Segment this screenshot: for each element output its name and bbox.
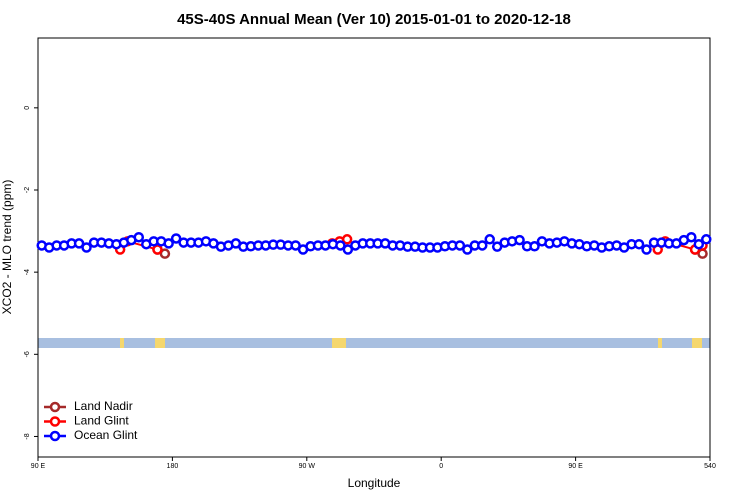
data-point <box>290 240 301 251</box>
x-tick-label: 90 W <box>299 463 316 470</box>
legend-label: Land Nadir <box>74 399 133 413</box>
x-tick-label: 90 E <box>31 463 46 470</box>
data-point <box>484 234 495 245</box>
data-point <box>491 241 503 252</box>
data-point <box>170 233 182 244</box>
data-point <box>529 241 540 252</box>
data-point <box>73 238 85 249</box>
data-point <box>159 248 171 259</box>
data-point <box>152 244 163 255</box>
x-axis-label: Longitude <box>348 476 401 490</box>
data-point <box>81 242 92 253</box>
data-point <box>477 240 488 251</box>
legend-label: Ocean Glint <box>74 428 138 442</box>
x-tick-label: 90 E <box>568 463 583 470</box>
legend-marker <box>49 416 61 427</box>
data-point <box>163 238 174 249</box>
data-point <box>335 240 346 251</box>
y-tick-label: -2 <box>24 187 31 193</box>
y-tick-label: -6 <box>24 351 31 357</box>
legend-marker <box>49 430 61 442</box>
data-point <box>341 234 353 245</box>
data-point <box>133 231 145 243</box>
data-point <box>641 244 652 255</box>
data-point <box>686 231 697 243</box>
data-point <box>462 244 473 255</box>
legend-marker <box>49 401 61 413</box>
data-point <box>454 240 466 251</box>
x-tick-label: 0 <box>439 463 443 470</box>
data-point <box>514 234 525 246</box>
data-point <box>693 238 705 250</box>
y-tick-label: -4 <box>24 269 31 275</box>
y-tick-label: -8 <box>24 433 31 439</box>
x-tick-label: 180 <box>167 463 179 470</box>
y-tick-label: 0 <box>24 106 31 110</box>
legend-label: Land Glint <box>74 414 129 428</box>
data-point <box>633 238 645 250</box>
data-point <box>701 234 712 245</box>
land-mask-strip <box>38 338 710 348</box>
data-point <box>342 244 354 255</box>
x-tick-label: 540 <box>704 463 716 470</box>
chart-title: 45S-40S Annual Mean (Ver 10) 2015-01-01 … <box>177 11 571 28</box>
y-axis-label: XCO2 - MLO trend (ppm) <box>0 180 14 315</box>
